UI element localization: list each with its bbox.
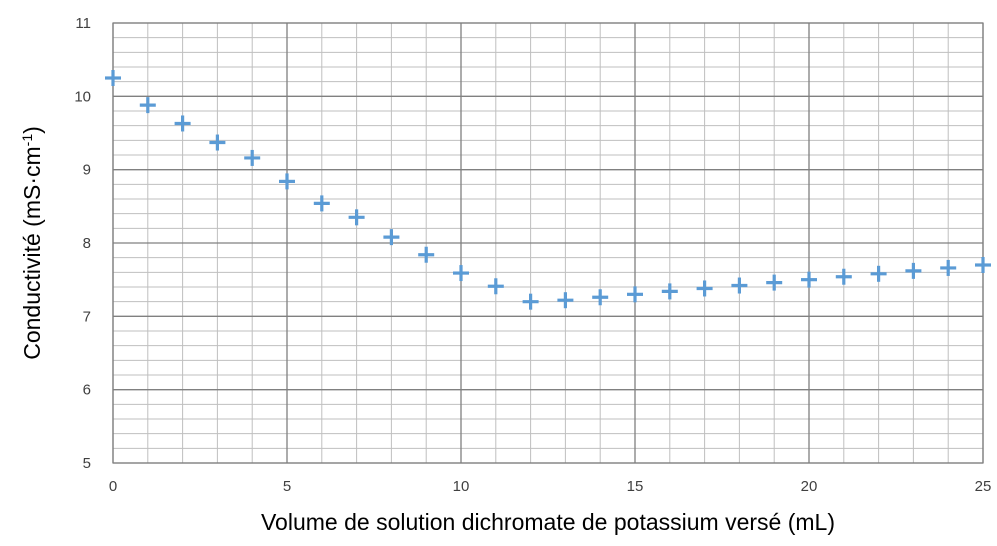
data-point xyxy=(105,70,121,86)
data-point xyxy=(279,173,295,190)
y-tick-label: 6 xyxy=(83,382,91,399)
data-point xyxy=(522,293,539,310)
y-axis-label-main: Conductivité (mS·cm xyxy=(19,146,45,359)
data-point xyxy=(975,257,991,273)
data-point xyxy=(592,289,609,306)
data-points xyxy=(105,70,991,310)
y-tick-label: 10 xyxy=(74,88,91,105)
data-point xyxy=(696,280,713,297)
data-point xyxy=(348,209,365,226)
data-point xyxy=(418,246,435,263)
x-axis-label: Volume de solution dichromate de potassi… xyxy=(261,509,835,535)
data-point xyxy=(313,195,330,212)
y-tick-labels: 5 6 7 8 9 10 11 xyxy=(74,15,91,472)
data-point xyxy=(139,97,156,114)
data-point xyxy=(905,262,922,279)
data-point xyxy=(835,268,852,285)
y-tick-label: 9 xyxy=(83,162,91,179)
data-point xyxy=(661,283,678,300)
y-tick-label: 8 xyxy=(83,235,91,252)
data-point xyxy=(627,286,643,303)
x-tick-label: 5 xyxy=(283,478,291,495)
y-axis-label-superscript: -1 xyxy=(19,134,35,147)
x-tick-label: 25 xyxy=(975,478,992,495)
x-tick-label: 10 xyxy=(453,478,470,495)
data-point xyxy=(870,265,887,282)
y-axis-label: Conductivité (mS·cm-1) xyxy=(19,126,45,360)
y-tick-label: 7 xyxy=(83,308,91,325)
y-tick-label: 11 xyxy=(75,15,91,32)
plot-frame xyxy=(112,22,984,464)
data-point xyxy=(557,292,574,309)
data-point xyxy=(731,277,748,294)
data-point xyxy=(209,134,226,151)
data-point xyxy=(766,274,783,291)
data-point xyxy=(383,229,400,246)
data-point xyxy=(801,271,817,288)
data-point xyxy=(453,265,469,282)
x-tick-labels: 0 5 10 15 20 25 xyxy=(109,478,992,495)
data-point xyxy=(487,278,504,295)
data-point xyxy=(174,115,191,132)
data-point xyxy=(244,149,261,166)
y-tick-label: 5 xyxy=(83,455,91,472)
x-tick-label: 15 xyxy=(627,478,644,495)
y-axis-label-close: ) xyxy=(19,126,45,134)
x-tick-label: 0 xyxy=(109,478,117,495)
data-point xyxy=(940,259,957,276)
major-grid xyxy=(112,22,984,464)
x-tick-label: 20 xyxy=(801,478,818,495)
